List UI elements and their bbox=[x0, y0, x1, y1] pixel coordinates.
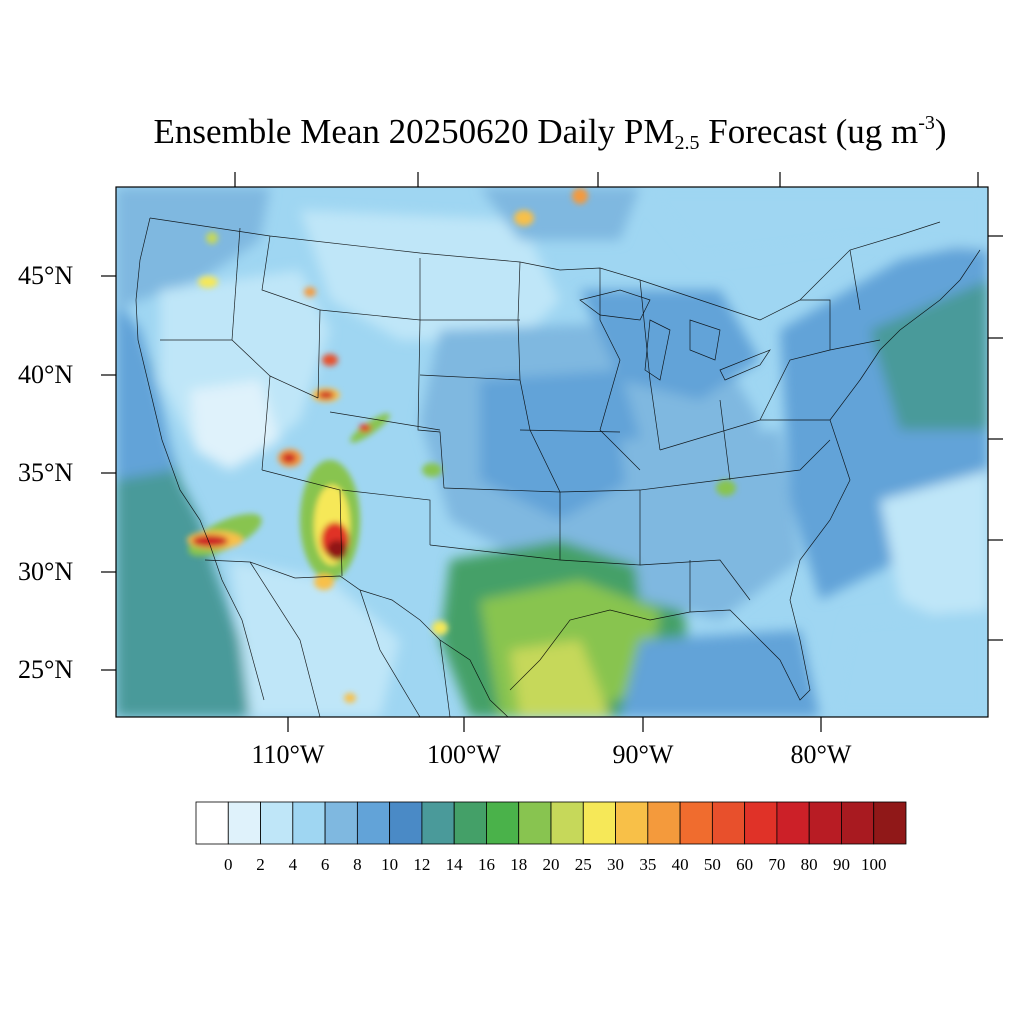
legend-swatch bbox=[292, 801, 326, 845]
legend-tick-label: 14 bbox=[445, 855, 463, 874]
legend-swatch bbox=[486, 801, 520, 845]
legend-tick-label: 100 bbox=[860, 855, 887, 874]
legend-swatch bbox=[260, 801, 294, 845]
legend-swatch bbox=[711, 801, 746, 845]
legend-tick-label: 16 bbox=[477, 855, 495, 874]
legend-swatch bbox=[453, 801, 487, 845]
legend-swatch bbox=[356, 801, 391, 845]
legend-swatch bbox=[582, 801, 616, 845]
lat-label-35n: 35°N bbox=[18, 458, 74, 487]
legend-swatch bbox=[227, 801, 261, 845]
lon-label-100w: 100°W bbox=[427, 740, 501, 769]
legend-swatch bbox=[324, 801, 358, 845]
legend-tick-label: 2 bbox=[256, 855, 265, 874]
legend-swatch bbox=[550, 801, 584, 845]
legend-tick-label: 50 bbox=[703, 855, 721, 874]
legend-swatch bbox=[776, 801, 810, 845]
concentration-field bbox=[116, 187, 988, 717]
legend-swatch bbox=[389, 801, 423, 845]
legend-swatch bbox=[518, 801, 552, 845]
legend-tick-label: 90 bbox=[832, 855, 850, 874]
legend-tick-label: 70 bbox=[768, 855, 786, 874]
legend-swatch bbox=[873, 801, 907, 845]
legend-tick-label: 0 bbox=[224, 855, 233, 874]
legend-tick-label: 80 bbox=[800, 855, 818, 874]
map-title: Ensemble Mean 20250620 Daily PM2.5 Forec… bbox=[153, 112, 947, 154]
legend-tick-label: 18 bbox=[510, 855, 528, 874]
lat-label-40n: 40°N bbox=[18, 360, 74, 389]
legend-swatch bbox=[808, 801, 842, 845]
lat-label-25n: 25°N bbox=[18, 655, 74, 684]
legend-swatch bbox=[421, 801, 455, 845]
legend-tick-label: 35 bbox=[639, 855, 657, 874]
lat-label-45n: 45°N bbox=[18, 261, 74, 290]
legend-tick-label: 60 bbox=[736, 855, 754, 874]
legend-swatch bbox=[744, 801, 778, 845]
lon-label-90w: 90°W bbox=[612, 740, 674, 769]
legend-tick-label: 30 bbox=[607, 855, 625, 874]
legend-tick-label: 4 bbox=[288, 855, 298, 874]
legend-tick-label: 40 bbox=[671, 855, 689, 874]
legend-swatch bbox=[647, 801, 681, 845]
lon-label-80w: 80°W bbox=[790, 740, 852, 769]
map-frame bbox=[101, 172, 1003, 732]
legend-tick-label: 20 bbox=[542, 855, 560, 874]
legend-swatch bbox=[679, 801, 713, 845]
legend-tick-label: 6 bbox=[320, 855, 330, 874]
lon-label-110w: 110°W bbox=[251, 740, 325, 769]
legend-swatch bbox=[195, 801, 229, 845]
legend-swatch bbox=[615, 801, 649, 845]
legend-tick-label: 8 bbox=[353, 855, 362, 874]
legend-tick-label: 12 bbox=[413, 855, 431, 874]
legend-tick-label: 10 bbox=[381, 855, 399, 874]
lat-label-30n: 30°N bbox=[18, 557, 74, 586]
legend-tick-label: 25 bbox=[574, 855, 592, 874]
legend-swatch bbox=[841, 801, 875, 845]
